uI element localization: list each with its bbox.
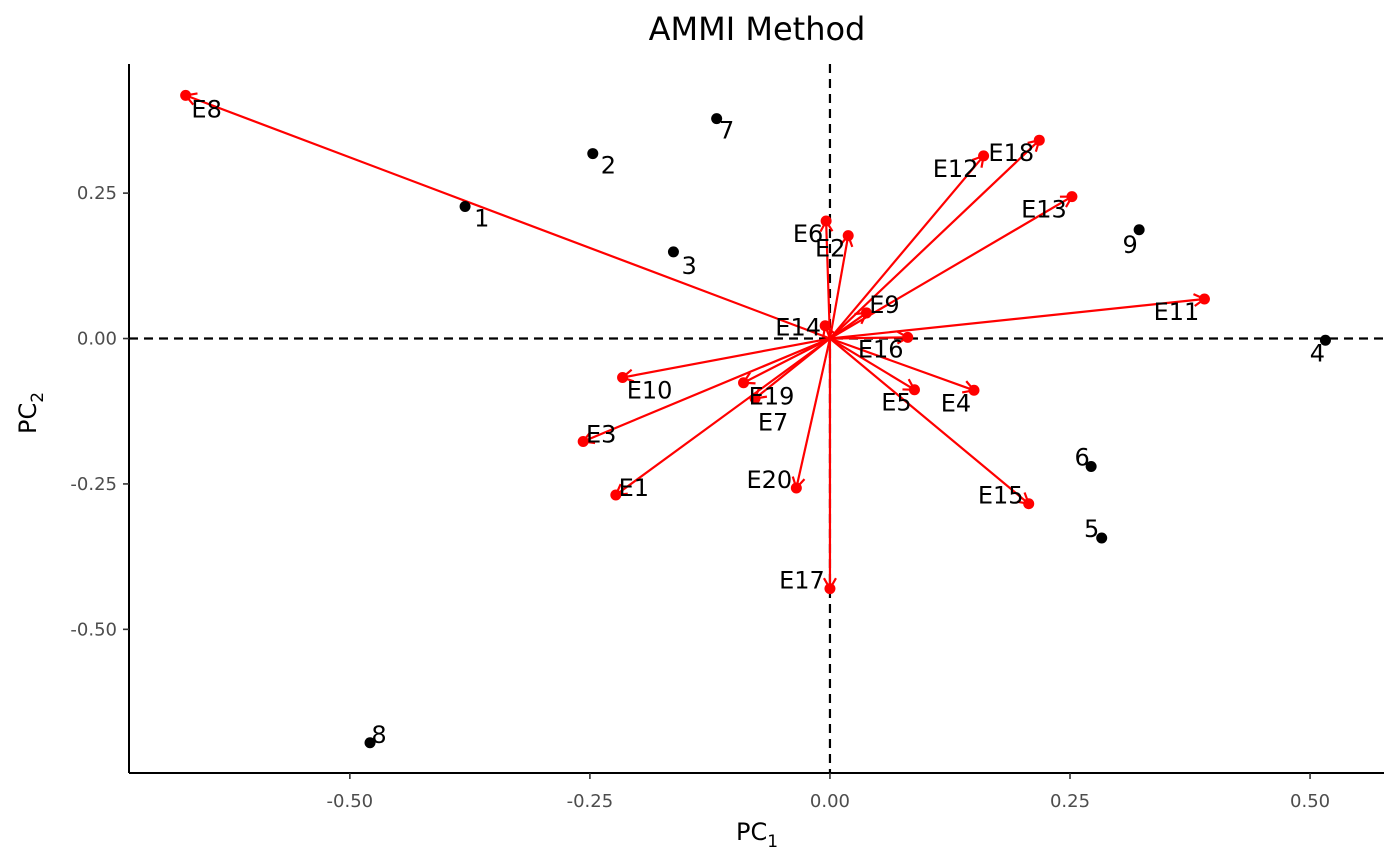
point-label: 4 xyxy=(1310,339,1325,367)
point-label: 6 xyxy=(1074,443,1089,471)
point-label: 2 xyxy=(601,152,616,180)
x-tick-label: 0.00 xyxy=(810,791,850,812)
x-tick-label: -0.50 xyxy=(327,791,374,812)
genotype-point xyxy=(459,200,471,212)
y-tick-label: 0.25 xyxy=(77,183,117,204)
point-label: E9 xyxy=(869,291,899,319)
environment-point xyxy=(617,371,629,383)
chart-title: AMMI Method xyxy=(649,10,866,48)
environment-point xyxy=(1023,498,1035,510)
point-label: E13 xyxy=(1021,196,1067,224)
point-label: E10 xyxy=(627,376,673,404)
point-label: E4 xyxy=(941,389,971,417)
environment-point xyxy=(577,435,589,447)
environment-point xyxy=(749,392,761,404)
environment-point xyxy=(819,320,831,332)
y-tick-label: -0.50 xyxy=(70,619,117,640)
point-label: E15 xyxy=(978,482,1024,510)
environment-point xyxy=(908,384,920,396)
y-axis-title-subscript: 2 xyxy=(28,392,48,403)
x-axis-title: PC1 xyxy=(736,818,778,852)
environment-point xyxy=(824,583,836,595)
point-label: E11 xyxy=(1154,298,1200,326)
environment-point xyxy=(180,89,192,101)
point-label: E5 xyxy=(881,389,911,417)
environment-vector xyxy=(829,297,1205,340)
point-label: E1 xyxy=(619,474,649,502)
environment-vectors xyxy=(183,92,1207,591)
environment-vector xyxy=(829,336,908,340)
point-label: 3 xyxy=(681,252,696,280)
x-tick-label: 0.50 xyxy=(1290,791,1330,812)
environment-point xyxy=(860,307,872,319)
environment-point xyxy=(902,331,914,343)
reference-lines xyxy=(129,64,1384,773)
x-tick-label: -0.25 xyxy=(567,791,614,812)
environment-vector xyxy=(828,235,850,339)
environment-vector xyxy=(615,337,831,496)
point-label: E20 xyxy=(746,466,792,494)
point-label: 1 xyxy=(474,204,489,232)
point-label: 8 xyxy=(371,721,386,749)
genotype-point xyxy=(1133,224,1145,236)
environment-point xyxy=(1066,191,1078,203)
point-label: E17 xyxy=(779,567,825,595)
point-label: E8 xyxy=(191,95,221,123)
environment-point xyxy=(968,384,980,396)
point-label: E7 xyxy=(758,408,788,436)
x-axis-ticks: -0.50 -0.25 0.00 0.25 0.50 xyxy=(327,773,1330,812)
genotype-point xyxy=(1319,334,1331,346)
x-axis-title-base: PC xyxy=(736,818,767,846)
environment-vector xyxy=(795,338,832,489)
genotype-point xyxy=(1085,460,1097,472)
point-label: E12 xyxy=(933,155,979,183)
point-label: E16 xyxy=(858,335,904,363)
point-label: E2 xyxy=(815,235,845,263)
environment-vector xyxy=(829,337,975,392)
genotype-point xyxy=(711,113,723,125)
y-tick-label: 0.00 xyxy=(77,329,117,350)
environment-vector xyxy=(829,337,916,391)
y-tick-label: -0.25 xyxy=(70,474,117,495)
point-label: E19 xyxy=(749,383,795,411)
genotype-point xyxy=(587,148,599,160)
y-axis-ticks: 0.25 0.00 -0.25 -0.50 xyxy=(70,183,129,640)
x-axis-title-subscript: 1 xyxy=(767,832,778,852)
genotype-point xyxy=(364,737,376,749)
genotype-points xyxy=(364,113,1331,749)
environment-point xyxy=(610,489,622,501)
environment-vector xyxy=(622,337,831,379)
environment-point xyxy=(738,377,750,389)
genotype-point xyxy=(1096,532,1108,544)
environment-point xyxy=(820,215,832,227)
point-label: 9 xyxy=(1123,231,1138,259)
point-label: E18 xyxy=(988,139,1034,167)
environment-vector xyxy=(754,337,831,400)
environment-vector xyxy=(829,155,985,340)
environment-vector xyxy=(825,221,832,339)
point-label: E14 xyxy=(775,314,821,342)
axes: -0.50 -0.25 0.00 0.25 0.50 0.250.00-0.25-0.5… xyxy=(70,64,1384,812)
y-axis-title: PC2 xyxy=(14,392,48,434)
environment-vector xyxy=(185,94,831,340)
point-label: 5 xyxy=(1084,515,1099,543)
environment-vector xyxy=(829,337,1030,505)
environment-point xyxy=(842,230,854,242)
genotype-point xyxy=(667,246,679,258)
environment-vector xyxy=(743,337,831,384)
x-tick-label: 0.25 xyxy=(1050,791,1090,812)
environment-vector xyxy=(582,337,831,443)
point-labels: 1 2 3 4 5 6 7 8 9 E1 E2 E3 E4 E5 E6 E7 E8 E9 E10 E11 E12 E13 E… xyxy=(191,95,1325,748)
point-label: E6 xyxy=(793,220,823,248)
environment-point xyxy=(1033,134,1045,146)
y-axis-title-base: PC xyxy=(14,403,42,434)
point-label: 7 xyxy=(719,117,734,145)
environment-point xyxy=(978,150,990,162)
environment-vector xyxy=(829,139,1041,340)
environment-point xyxy=(790,482,802,494)
environment-points xyxy=(180,89,1210,595)
point-label: E3 xyxy=(586,420,616,448)
environment-point xyxy=(1198,293,1210,305)
